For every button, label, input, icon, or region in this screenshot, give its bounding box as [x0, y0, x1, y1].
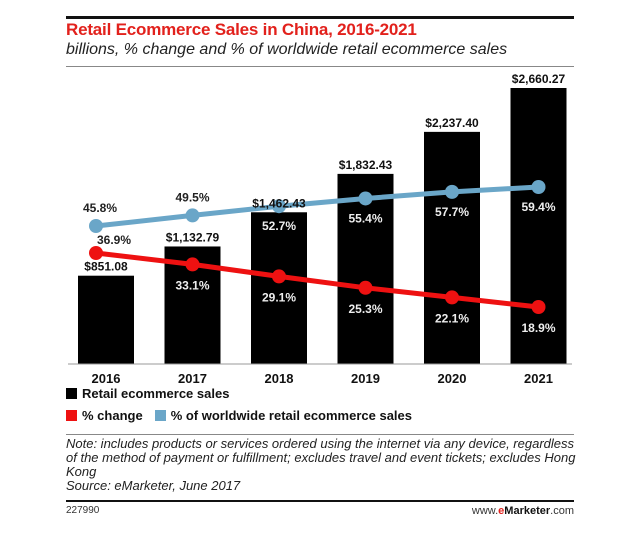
chart-subtitle: billions, % change and % of worldwide re… — [66, 41, 508, 58]
pct-change-label: 36.9% — [97, 233, 131, 247]
worldwide-share-marker — [89, 219, 103, 233]
legend-label: % change — [82, 408, 143, 423]
bottom-rule — [66, 500, 574, 502]
pct-change-marker — [89, 246, 103, 260]
pct-change-marker — [358, 280, 373, 295]
bar-2020 — [424, 131, 480, 364]
pct-change-marker — [272, 269, 286, 284]
worldwide-share-label: 55.4% — [348, 211, 382, 225]
pct-change-label: 22.1% — [435, 311, 469, 325]
pct-change-label: 25.3% — [348, 302, 382, 316]
worldwide-share-marker — [358, 191, 373, 206]
x-tick-2016: 2016 — [92, 371, 121, 386]
bar-2021 — [510, 88, 567, 364]
bar-2018 — [251, 212, 307, 364]
legend-swatch-red — [66, 410, 77, 421]
note-rule — [66, 434, 574, 435]
legend-label: Retail ecommerce sales — [82, 386, 230, 401]
legend-swatch-blue — [154, 410, 166, 421]
pct-change-label: 33.1% — [175, 278, 209, 292]
bar-2019 — [337, 173, 394, 364]
pct-change-line — [93, 250, 541, 310]
chart-title: Retail Ecommerce Sales in China, 2016-20… — [66, 20, 417, 39]
x-tick-2018: 2018 — [265, 371, 294, 386]
bar-value-label: $2,237.40 — [425, 116, 479, 130]
top-rule — [66, 16, 574, 19]
x-tick-2017: 2017 — [178, 371, 207, 386]
bar-value-label: $2,660.27 — [512, 72, 566, 86]
note-text: Note: includes products or services orde… — [66, 436, 576, 479]
subtitle-rule — [66, 66, 574, 67]
x-tick-2020: 2020 — [438, 371, 467, 386]
legend-row-1: Retail ecommerce sales — [66, 386, 241, 401]
worldwide-share-label: 57.7% — [435, 205, 469, 219]
worldwide-share-label: 49.5% — [175, 190, 209, 204]
legend-item-pct-change: % change — [66, 408, 143, 423]
worldwide-share-marker — [445, 184, 459, 199]
brand-url[interactable]: www.eMarketer.com — [471, 505, 574, 517]
pct-change-label: 29.1% — [262, 290, 296, 304]
pct-change-marker — [531, 300, 546, 314]
chart-id: 227990 — [66, 505, 100, 516]
worldwide-share-marker — [272, 199, 286, 214]
bar-value-label: $1,132.79 — [166, 230, 220, 244]
bar-value-label: $1,462.43 — [252, 196, 306, 210]
worldwide-share-line — [93, 184, 541, 229]
worldwide-share-label: 45.8% — [83, 201, 117, 215]
pct-change-label: 18.9% — [521, 321, 555, 335]
legend-item-sales: Retail ecommerce sales — [66, 386, 229, 401]
bar-value-label: $1,832.43 — [339, 158, 393, 172]
legend-label: % of worldwide retail ecommerce sales — [170, 408, 413, 423]
bar-2016 — [78, 275, 134, 364]
x-axis-ticks: 2016 2017 2018 2019 2020 2021 — [92, 371, 553, 386]
pct-change-marker — [185, 257, 200, 272]
bar-series — [78, 88, 567, 364]
data-labels: $851.08 $1,132.79 $1,462.43 $1,832.43 $2,237… — [83, 72, 566, 335]
source-text: Source: eMarketer, June 2017 — [66, 478, 241, 493]
legend-swatch-black — [66, 388, 77, 399]
worldwide-share-label: 52.7% — [262, 219, 296, 233]
legend-row-2: % change % of worldwide retail ecommerce… — [66, 408, 424, 423]
pct-change-marker — [445, 290, 459, 305]
line-series — [89, 180, 546, 314]
worldwide-share-label: 59.4% — [521, 200, 555, 214]
x-tick-2021: 2021 — [524, 371, 553, 386]
worldwide-share-marker — [185, 208, 200, 223]
chart-plot: $851.08 $1,132.79 $1,462.43 $1,832.43 $2,237… — [68, 72, 572, 386]
bar-value-label: $851.08 — [84, 260, 128, 274]
x-tick-2019: 2019 — [351, 371, 380, 386]
legend-item-worldwide-share: % of worldwide retail ecommerce sales — [154, 408, 413, 423]
footnote: Note: includes products or services orde… — [66, 437, 576, 493]
worldwide-share-marker — [531, 180, 546, 194]
